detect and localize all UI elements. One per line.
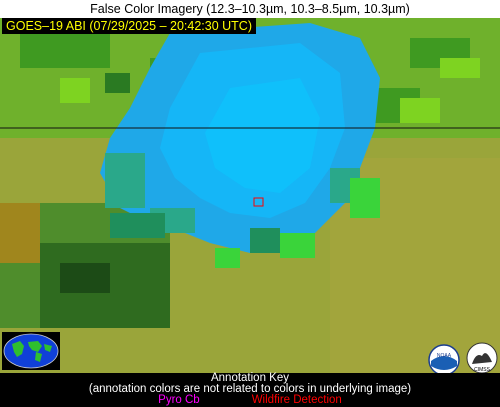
false-color-imagery (0, 18, 500, 373)
cimss-logo-icon: CIMSS (466, 342, 498, 374)
annotation-key-heading: Annotation Key (210, 372, 289, 384)
image-title: False Color Imagery (12.3–10.3µm, 10.3–8… (0, 0, 500, 18)
cimss-logo-text: CIMSS (474, 367, 491, 373)
noaa-logo-icon: NOAA (428, 344, 460, 376)
fire-marker (253, 197, 264, 207)
globe-icon (2, 332, 60, 370)
annotation-key-note: (annotation colors are not related to co… (88, 383, 412, 395)
annotation-key: Annotation Key (annotation colors are no… (0, 372, 500, 407)
legend-pyro-cb: Pyro Cb (158, 394, 200, 406)
legend-wildfire-detection: Wildfire Detection (251, 394, 342, 406)
timestamp-label: GOES–19 ABI (07/29/2025 – 20:42:30 UTC) (2, 18, 256, 34)
noaa-logo-text: NOAA (437, 353, 452, 359)
